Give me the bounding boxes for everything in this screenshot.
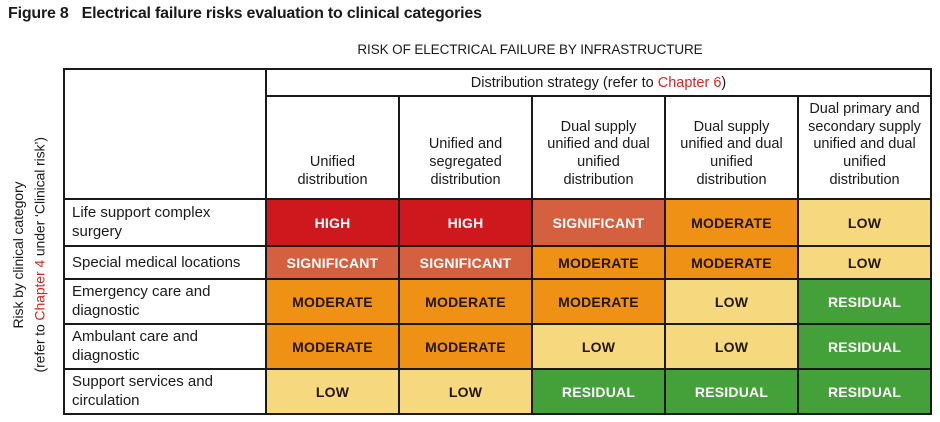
table-row: Support services and circulation LOW LOW… xyxy=(63,368,933,416)
risk-cell: LOW xyxy=(265,368,400,416)
figure-title: Figure 8 Electrical failure risks evaluat… xyxy=(8,5,482,23)
risk-cell: LOW xyxy=(664,323,799,371)
risk-cell: MODERATE xyxy=(398,323,533,371)
risk-cell: MODERATE xyxy=(664,198,799,248)
x-axis-heading: RISK OF ELECTRICAL FAILURE BY INFRASTRUC… xyxy=(357,42,703,57)
risk-cell: MODERATE xyxy=(531,245,666,281)
risk-cell: SIGNIFICANT xyxy=(265,245,400,281)
risk-cell: SIGNIFICANT xyxy=(531,198,666,248)
row-header: Ambulant care and diagnostic xyxy=(63,323,267,371)
strategy-band: Distribution strategy (refer to Chapter … xyxy=(264,68,933,97)
risk-matrix-table: Distribution strategy (refer to Chapter … xyxy=(63,67,933,416)
risk-cell: RESIDUAL xyxy=(531,368,666,416)
risk-cell: RESIDUAL xyxy=(796,368,933,416)
risk-cell: LOW xyxy=(398,368,533,416)
risk-cell: RESIDUAL xyxy=(796,278,933,326)
column-header: Dual supply unified and dual unified dis… xyxy=(664,94,799,201)
chapter-4-ref-link[interactable]: Chapter 4 xyxy=(32,260,48,321)
table-row: Emergency care and diagnostic MODERATE M… xyxy=(63,278,933,326)
column-header: Dual primary and secondary supply unifie… xyxy=(796,94,933,201)
table-row: Ambulant care and diagnostic MODERATE MO… xyxy=(63,323,933,371)
risk-cell: LOW xyxy=(796,198,933,248)
column-header-row: Unified distribution Unified and segrega… xyxy=(64,94,933,201)
column-header: Dual supply unified and dual unified dis… xyxy=(531,94,666,201)
risk-cell: MODERATE xyxy=(265,323,400,371)
risk-cell: LOW xyxy=(664,278,799,326)
row-header: Support services and circulation xyxy=(63,368,267,416)
risk-cell: RESIDUAL xyxy=(664,368,799,416)
y-axis-label-line2: (refer to Chapter 4 under ‘Clinical risk… xyxy=(32,137,48,373)
row-header: Emergency care and diagnostic xyxy=(63,278,267,326)
y-axis-label: Risk by clinical category (refer to Chap… xyxy=(0,90,60,420)
risk-cell: MODERATE xyxy=(531,278,666,326)
table-row: Special medical locations SIGNIFICANT SI… xyxy=(63,245,933,281)
empty-corner-cell xyxy=(63,67,267,201)
risk-cell: MODERATE xyxy=(265,278,400,326)
figure-number: Figure 8 xyxy=(8,5,69,22)
risk-cell: MODERATE xyxy=(664,245,799,281)
table-row: Life support complex surgery HIGH HIGH S… xyxy=(63,198,933,248)
row-header: Special medical locations xyxy=(63,245,267,281)
risk-cell: LOW xyxy=(531,323,666,371)
risk-cell: HIGH xyxy=(398,198,533,248)
risk-cell: HIGH xyxy=(265,198,400,248)
column-header: Unified distribution xyxy=(265,94,400,201)
row-header: Life support complex surgery xyxy=(63,198,267,248)
column-header: Unified and segregated distribution xyxy=(398,94,533,201)
chapter-6-ref-link[interactable]: Chapter 6 xyxy=(657,74,722,91)
risk-cell: RESIDUAL xyxy=(796,323,933,371)
risk-cell: LOW xyxy=(796,245,933,281)
figure-title-text: Electrical failure risks evaluation to c… xyxy=(81,5,482,22)
risk-cell: SIGNIFICANT xyxy=(398,245,533,281)
risk-cell: MODERATE xyxy=(398,278,533,326)
y-axis-label-line1: Risk by clinical category xyxy=(10,181,27,329)
